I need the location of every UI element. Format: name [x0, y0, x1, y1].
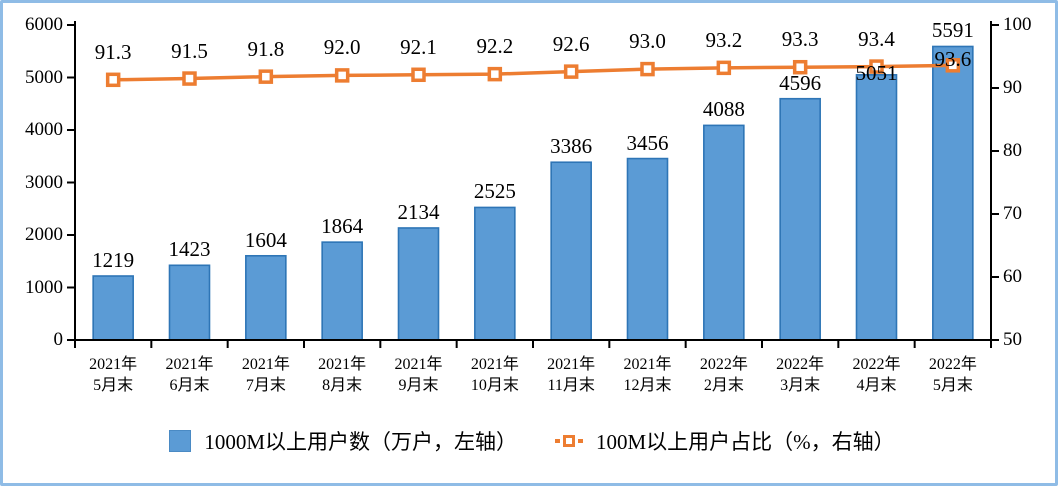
x-axis-category-label: 2021年 12月末: [623, 356, 672, 394]
line-marker: [182, 71, 197, 86]
bar: [626, 157, 669, 341]
line-data-label: 93.0: [629, 29, 666, 54]
line-marker: [716, 60, 732, 76]
bar-series-swatch-icon: [169, 430, 192, 452]
line-marker: [411, 67, 426, 83]
bar: [168, 264, 211, 341]
bar-data-label: 1219: [92, 248, 135, 272]
line-marker: [105, 72, 121, 88]
line-data-label: 92.0: [323, 35, 361, 60]
legend-label-line-series: 100M以上用户占比（%，右轴）: [596, 430, 895, 454]
bar: [397, 227, 440, 341]
bar: [779, 97, 821, 341]
line-series-swatch-icon: [555, 434, 583, 448]
line-data-label: 93.3: [781, 27, 819, 52]
line-data-label: 93.6: [934, 47, 972, 72]
bar: [703, 124, 745, 341]
line-data-label: 92.2: [476, 34, 514, 59]
x-axis-category-label: 2021年 11月末: [547, 356, 596, 394]
bar-data-label: 4596: [779, 70, 822, 95]
bar: [550, 161, 592, 341]
bar-data-label: 5051: [855, 60, 898, 85]
x-axis-category-label: 2021年 10月末: [470, 356, 519, 394]
y-axis-left-tick-label: 2000: [25, 224, 63, 245]
line-data-label: 91.3: [94, 39, 132, 64]
legend-item-line-series: 100M以上用户占比（%，右轴）: [555, 426, 895, 456]
x-axis-category-label: 2021年 6月末: [165, 356, 214, 394]
x-axis-category-label: 2022年 2月末: [699, 356, 748, 394]
bar: [245, 254, 287, 341]
x-axis-category-label: 2021年 5月末: [89, 356, 138, 394]
line-data-label: 93.2: [705, 27, 743, 52]
x-axis-category-label: 2021年 7月末: [241, 356, 290, 394]
y-axis-left-tick-label: 6000: [25, 14, 63, 35]
y-axis-left-tick-label: 4000: [25, 119, 63, 140]
bar-data-label: 2134: [397, 199, 440, 224]
bar: [474, 206, 516, 341]
y-axis-left-tick-label: 3000: [25, 171, 63, 193]
line-data-label: 93.4: [858, 26, 895, 51]
bar-data-label: 1604: [244, 227, 287, 252]
y-axis-right-tick-label: 60: [1003, 266, 1022, 287]
bar-data-label: 4088: [702, 97, 745, 122]
bar-data-label: 2525: [473, 179, 516, 204]
y-axis-left-tick-label: 1000: [25, 276, 63, 298]
bar-data-label: 3456: [626, 130, 669, 155]
line-data-label: 92.6: [552, 31, 590, 56]
legend-item-bar-series: 1000M以上用户数（万户，左轴）: [169, 426, 517, 456]
y-axis-right-tick-label: 50: [1003, 329, 1022, 350]
x-axis-category-label: 2022年 4月末: [852, 356, 901, 394]
bar-data-label: 1423: [168, 237, 211, 262]
bar: [932, 45, 974, 341]
x-axis-category-label: 2022年 3月末: [776, 356, 825, 394]
legend: 1000M以上用户数（万户，左轴） 100M以上用户占比（%，右轴）: [3, 421, 1055, 461]
y-axis-right-tick-label: 100: [1003, 14, 1032, 35]
x-axis-category-label: 2021年 8月末: [318, 356, 367, 394]
line-marker: [334, 68, 350, 83]
bar: [321, 241, 363, 341]
y-axis-right-tick-label: 80: [1003, 140, 1022, 161]
y-axis-right-tick-label: 70: [1003, 203, 1022, 224]
line-marker: [487, 66, 503, 82]
line-data-label: 92.1: [400, 34, 437, 59]
line-data-label: 91.8: [247, 36, 285, 61]
y-axis-right-tick-label: 90: [1003, 77, 1022, 98]
line-data-label: 91.5: [171, 38, 208, 63]
line-marker: [563, 64, 579, 79]
y-axis-left-tick-label: 5000: [25, 66, 63, 88]
bar: [92, 275, 134, 341]
line-marker: [258, 69, 274, 84]
bar-data-label: 1864: [321, 214, 364, 239]
y-axis-left-tick-label: 0: [53, 329, 64, 350]
bar-data-label: 5591: [931, 18, 974, 43]
bar: [855, 74, 898, 341]
line-marker: [640, 61, 655, 77]
x-axis-category-label: 2022年 5月末: [928, 356, 977, 394]
legend-label-bar-series: 1000M以上用户数（万户，左轴）: [204, 430, 517, 454]
x-axis-category-label: 2021年 9月末: [394, 356, 443, 394]
bar-data-label: 3386: [550, 134, 593, 159]
